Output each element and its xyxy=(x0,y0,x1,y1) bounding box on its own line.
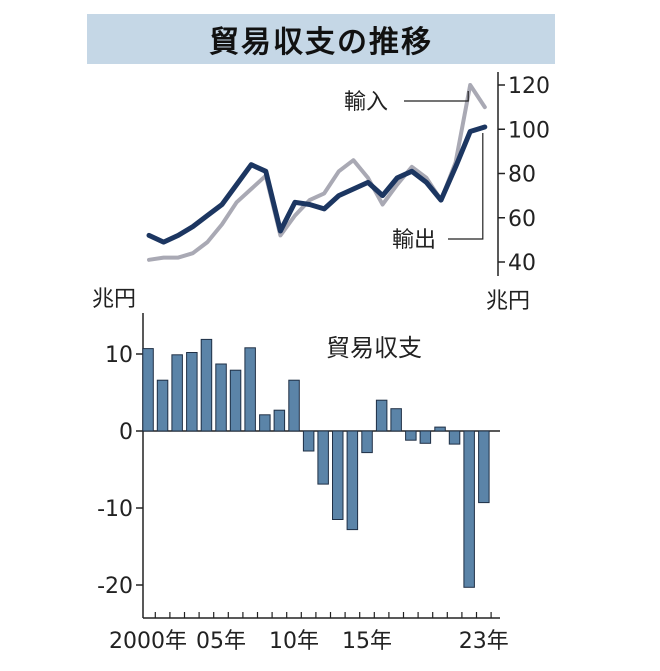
bar xyxy=(273,409,286,432)
line-y-tick-label: 40 xyxy=(508,251,536,276)
bar-x-tick-label: 05年 xyxy=(196,629,246,654)
bar xyxy=(288,379,300,432)
bar xyxy=(419,430,432,444)
chart-title-bar: 貿易収支の推移 xyxy=(87,14,555,64)
bar-y-unit: 兆円 xyxy=(92,287,136,312)
bar xyxy=(434,426,446,432)
imports-leader-line xyxy=(404,91,469,102)
bar xyxy=(317,430,329,485)
bar xyxy=(448,430,461,445)
bar-y-tick-label: -10 xyxy=(97,497,133,522)
bar xyxy=(142,348,154,432)
bar xyxy=(390,408,402,432)
bar xyxy=(346,430,359,531)
bar-y-tick-label: 10 xyxy=(105,343,133,368)
bar xyxy=(302,430,315,452)
line-y-unit: 兆円 xyxy=(486,289,530,314)
bar xyxy=(259,414,271,432)
bar xyxy=(332,430,344,520)
bar xyxy=(375,399,388,432)
bar xyxy=(171,354,183,432)
bar xyxy=(405,430,417,441)
chart-title: 貿易収支の推移 xyxy=(209,25,433,60)
bar xyxy=(478,430,490,504)
bar xyxy=(361,430,373,454)
bar xyxy=(200,338,213,432)
bar xyxy=(186,352,198,432)
line-y-tick-label: 120 xyxy=(508,74,550,99)
bar-x-tick-label: 23年 xyxy=(459,629,509,654)
bar-x-tick-label: 10年 xyxy=(269,629,319,654)
bar xyxy=(244,347,256,432)
bar-y-tick-label: 0 xyxy=(119,420,133,445)
bar-x-tick-label: 15年 xyxy=(342,629,392,654)
line-series-exports xyxy=(146,124,488,245)
bar xyxy=(156,379,169,432)
bar xyxy=(463,430,475,588)
bar xyxy=(229,369,242,432)
exports-label: 輸出 xyxy=(392,228,436,253)
imports-label: 輸入 xyxy=(344,90,388,115)
bar-chart-title: 貿易収支 xyxy=(326,334,422,362)
line-y-tick-label: 60 xyxy=(508,207,536,232)
line-y-tick-label: 100 xyxy=(508,118,550,143)
bar xyxy=(215,363,227,432)
exports-leader-line xyxy=(448,133,484,240)
bar-y-tick-label: -20 xyxy=(97,574,133,599)
bar-x-tick-label: 2000年 xyxy=(109,629,187,654)
line-y-tick-label: 80 xyxy=(508,163,536,188)
